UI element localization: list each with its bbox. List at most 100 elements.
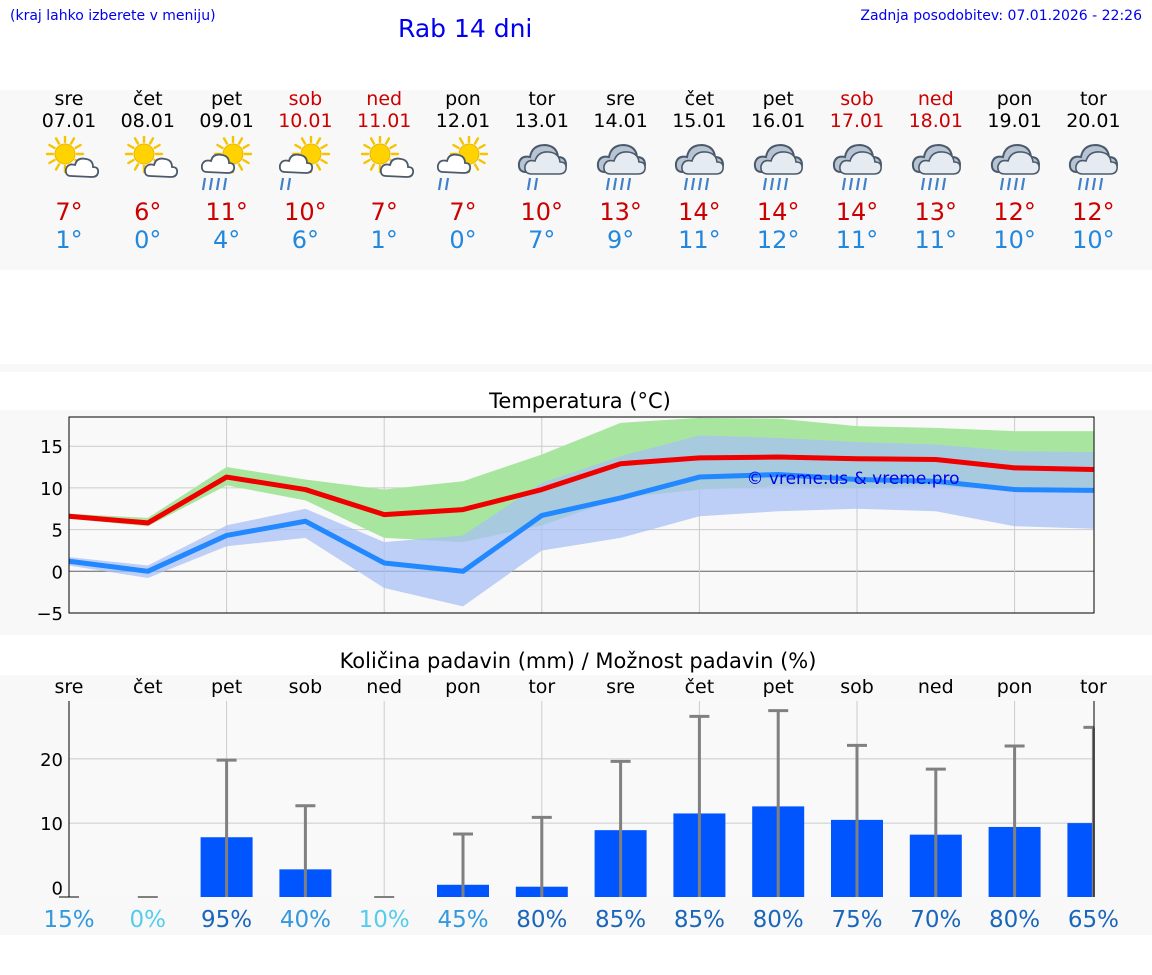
precipitation-day-label: čet	[133, 676, 163, 698]
precipitation-day-label: čet	[685, 676, 715, 698]
day-forecast: tor 20.01 12° 10°	[1053, 88, 1133, 254]
last-updated: Zadnja posodobitev: 07.01.2026 - 22:26	[860, 8, 1142, 24]
sun-cloud-icon	[344, 132, 424, 198]
day-name: čet	[684, 88, 715, 110]
precipitation-ytick-label: 0	[52, 878, 63, 899]
precipitation-chance-label: 10%	[359, 907, 410, 933]
day-name: pon	[445, 88, 481, 110]
day-date: 12.01	[435, 110, 491, 132]
precipitation-bar	[1067, 823, 1094, 897]
precipitation-chart: Količina padavin (mm) / Možnost padavin …	[40, 649, 1119, 933]
cloud-rain-icon	[581, 132, 661, 198]
max-temperature: 7°	[370, 198, 398, 226]
day-forecast: čet 08.01 6° 0°	[108, 88, 188, 254]
max-temperature: 13°	[914, 198, 958, 226]
watermark: © vreme.us & vreme.pro	[746, 469, 959, 489]
day-date: 15.01	[672, 110, 727, 132]
day-date: 16.01	[750, 110, 806, 132]
day-forecast: sob 17.01 14° 11°	[817, 88, 897, 254]
min-temperature: 10°	[993, 226, 1036, 254]
precipitation-day-label: pon	[445, 676, 481, 698]
precipitation-ytick-label: 10	[40, 814, 63, 835]
day-forecast: pet 09.01 11° 4°	[187, 88, 267, 254]
day-name: ned	[366, 88, 403, 110]
day-name: pet	[762, 88, 794, 110]
precipitation-chance-label: 95%	[201, 907, 252, 933]
precipitation-day-label: sob	[289, 676, 323, 698]
min-temperature: 1°	[55, 226, 83, 254]
temperature-ytick-label: 5	[52, 521, 63, 542]
precipitation-ytick-label: 20	[40, 750, 63, 771]
precipitation-day-label: ned	[366, 676, 402, 698]
day-date: 13.01	[514, 110, 569, 132]
min-temperature: 1°	[370, 226, 398, 254]
location-hint: (kraj lahko izberete v meniju)	[10, 8, 216, 24]
day-name: sre	[606, 88, 636, 110]
sun-cloud-light-rain-icon	[265, 132, 345, 198]
max-temperature: 12°	[993, 198, 1036, 226]
min-temperature: 4°	[212, 226, 241, 254]
temperature-ytick-label: −5	[36, 604, 63, 625]
day-name: tor	[528, 88, 556, 110]
cloud-rain-icon	[817, 132, 897, 198]
temperature-ytick-label: 0	[52, 562, 63, 583]
min-temperature: 9°	[606, 226, 635, 254]
day-name: ned	[917, 88, 954, 110]
precipitation-chance-label: 75%	[831, 907, 882, 933]
precipitation-chance-label: 85%	[595, 907, 646, 933]
min-temperature: 11°	[835, 226, 879, 254]
temperature-plot-frame	[68, 416, 1095, 614]
day-forecast: tor 13.01 10° 7°	[502, 88, 582, 254]
day-name: pet	[210, 88, 243, 110]
precipitation-chance-label: 80%	[989, 907, 1040, 933]
min-temperature: 10°	[1072, 226, 1115, 254]
precipitation-chance-label: 80%	[516, 907, 567, 933]
max-temperature: 14°	[756, 198, 800, 226]
forecast-band	[0, 90, 1152, 270]
day-forecast: pon 19.01 12° 10°	[975, 88, 1055, 254]
precipitation-day-label: tor	[528, 676, 555, 698]
max-temperature: 6°	[134, 198, 162, 226]
min-temperature: 6°	[291, 226, 320, 254]
cloud-rain-icon	[896, 132, 976, 198]
min-temperature: 12°	[756, 226, 800, 254]
min-temperature: 0°	[134, 226, 162, 254]
precipitation-day-label: pet	[763, 676, 794, 698]
sun-cloud-icon	[29, 132, 109, 198]
sun-cloud-light-rain-icon	[423, 132, 503, 198]
max-temperature: 11°	[205, 198, 248, 226]
min-temperature: 11°	[914, 226, 958, 254]
max-temperature: 14°	[678, 198, 721, 226]
day-forecast: pet 16.01 14° 12°	[738, 88, 818, 254]
day-forecast: ned 11.01 7° 1°	[344, 88, 424, 254]
day-forecast: ned 18.01 13° 11°	[896, 88, 976, 254]
day-forecast: sre 14.01 13° 9°	[581, 88, 661, 254]
separator-band	[0, 364, 1152, 372]
sun-cloud-icon	[108, 132, 188, 198]
precipitation-day-label: ned	[918, 676, 954, 698]
temperature-ytick-label: 15	[40, 437, 63, 458]
min-temperature: 0°	[449, 226, 477, 254]
day-forecast: čet 15.01 14° 11°	[659, 88, 739, 254]
precipitation-chart-title: Količina padavin (mm) / Možnost padavin …	[340, 649, 817, 673]
cloud-rain-icon	[738, 132, 818, 198]
day-name: sre	[54, 88, 84, 110]
max-temperature: 12°	[1072, 198, 1115, 226]
max-temperature: 14°	[835, 198, 879, 226]
precipitation-chance-label: 85%	[674, 907, 725, 933]
precipitation-chance-label: 40%	[280, 907, 331, 933]
day-date: 14.01	[593, 110, 648, 132]
max-temperature: 13°	[599, 198, 642, 226]
temperature-chart: Temperatura (°C) © vreme.us & vreme.pro …	[36, 389, 1095, 625]
min-temperature: 7°	[528, 226, 556, 254]
day-date: 07.01	[41, 110, 97, 132]
temperature-ytick-label: 10	[40, 479, 63, 500]
day-date: 19.01	[987, 110, 1042, 132]
max-temperature: 7°	[449, 198, 477, 226]
precipitation-plot-frame	[68, 701, 1095, 897]
cloud-rain-icon	[975, 132, 1055, 198]
precipitation-chance-label: 0%	[130, 907, 167, 933]
temperature-chart-title: Temperatura (°C)	[488, 389, 671, 413]
day-forecast: pon 12.01 7° 0°	[423, 88, 503, 254]
cloud-rain-icon	[1053, 132, 1133, 198]
